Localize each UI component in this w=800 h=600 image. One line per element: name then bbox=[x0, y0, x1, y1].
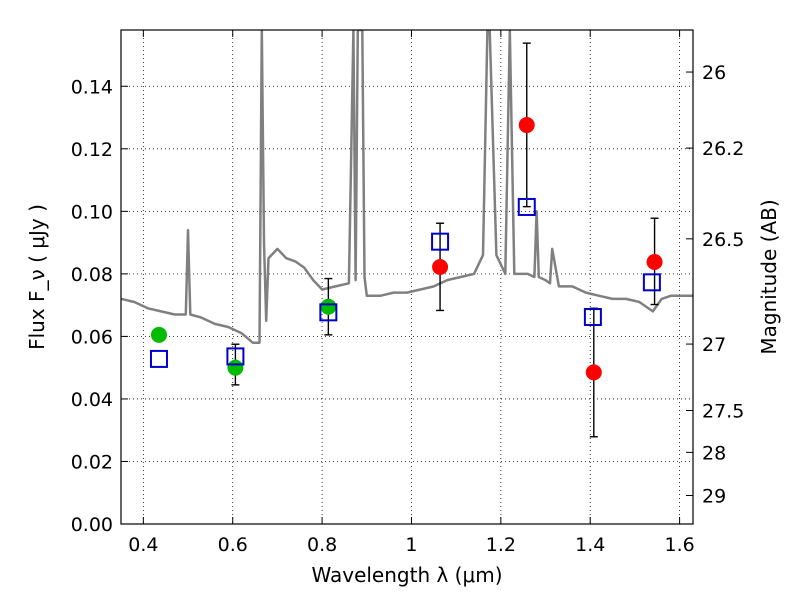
x-tick-label: 0.8 bbox=[307, 534, 337, 556]
data-point-square bbox=[319, 303, 338, 322]
data-point-square bbox=[431, 232, 450, 251]
y-tick-label: 0.12 bbox=[71, 139, 113, 161]
plot-frame bbox=[120, 29, 694, 525]
y-tick-label: 0.10 bbox=[71, 201, 113, 223]
spectrum-line bbox=[121, 30, 693, 344]
data-point-circle bbox=[150, 326, 167, 343]
y-tick-label: 0.06 bbox=[71, 326, 113, 348]
y2-tick-label: 27 bbox=[702, 334, 726, 356]
data-point-circle bbox=[227, 359, 244, 376]
x-tick-label: 0.4 bbox=[128, 534, 158, 556]
x-tick-label: 0.6 bbox=[218, 534, 248, 556]
grid bbox=[121, 30, 693, 525]
x-tick-label: 1 bbox=[405, 534, 417, 556]
x-tick-label: 1.6 bbox=[664, 534, 694, 556]
y-tick-label: 0.08 bbox=[71, 264, 113, 286]
y2-axis-title: Magnitude (AB) bbox=[757, 199, 781, 354]
y-tick-label: 0.00 bbox=[71, 514, 113, 536]
data-point-circle bbox=[432, 258, 449, 275]
spectrum bbox=[121, 30, 693, 344]
y2-tick-label: 26 bbox=[702, 62, 726, 84]
y-axis: 0.00 0.02 0.04 0.06 0.08 0.10 0.12 0.14 bbox=[71, 76, 128, 536]
data-point-square bbox=[226, 347, 245, 366]
x-axis: 0.4 0.6 0.8 1 1.2 1.4 1.6 bbox=[128, 30, 695, 556]
y-tick-label: 0.04 bbox=[71, 389, 113, 411]
data-point-circle bbox=[585, 364, 602, 381]
y2-tick-label: 28 bbox=[702, 442, 726, 464]
y-tick-label: 0.02 bbox=[71, 451, 113, 473]
data-point-circle bbox=[646, 253, 663, 270]
data-point-square bbox=[642, 273, 661, 292]
y2-tick-label: 26.2 bbox=[702, 138, 744, 160]
data-point-square bbox=[583, 308, 602, 327]
data-point-circle bbox=[320, 298, 337, 315]
data-point-circle bbox=[518, 117, 535, 134]
x-tick-label: 1.2 bbox=[486, 534, 516, 556]
y2-tick-label: 26.5 bbox=[702, 229, 744, 251]
x-axis-title: Wavelength λ (μm) bbox=[311, 563, 502, 587]
x-tick-label: 1.4 bbox=[575, 534, 605, 556]
markers bbox=[149, 117, 663, 381]
magnitude-axis: 26 26.2 26.5 27 27.5 28 29 bbox=[686, 62, 744, 507]
data-point-square bbox=[517, 197, 536, 216]
data-point-square bbox=[149, 349, 168, 368]
y-axis-title: Flux F_ν ( μJy ) bbox=[25, 204, 49, 350]
y2-tick-label: 27.5 bbox=[702, 400, 744, 422]
y-tick-label: 0.14 bbox=[71, 76, 113, 98]
y2-tick-label: 29 bbox=[702, 485, 726, 507]
